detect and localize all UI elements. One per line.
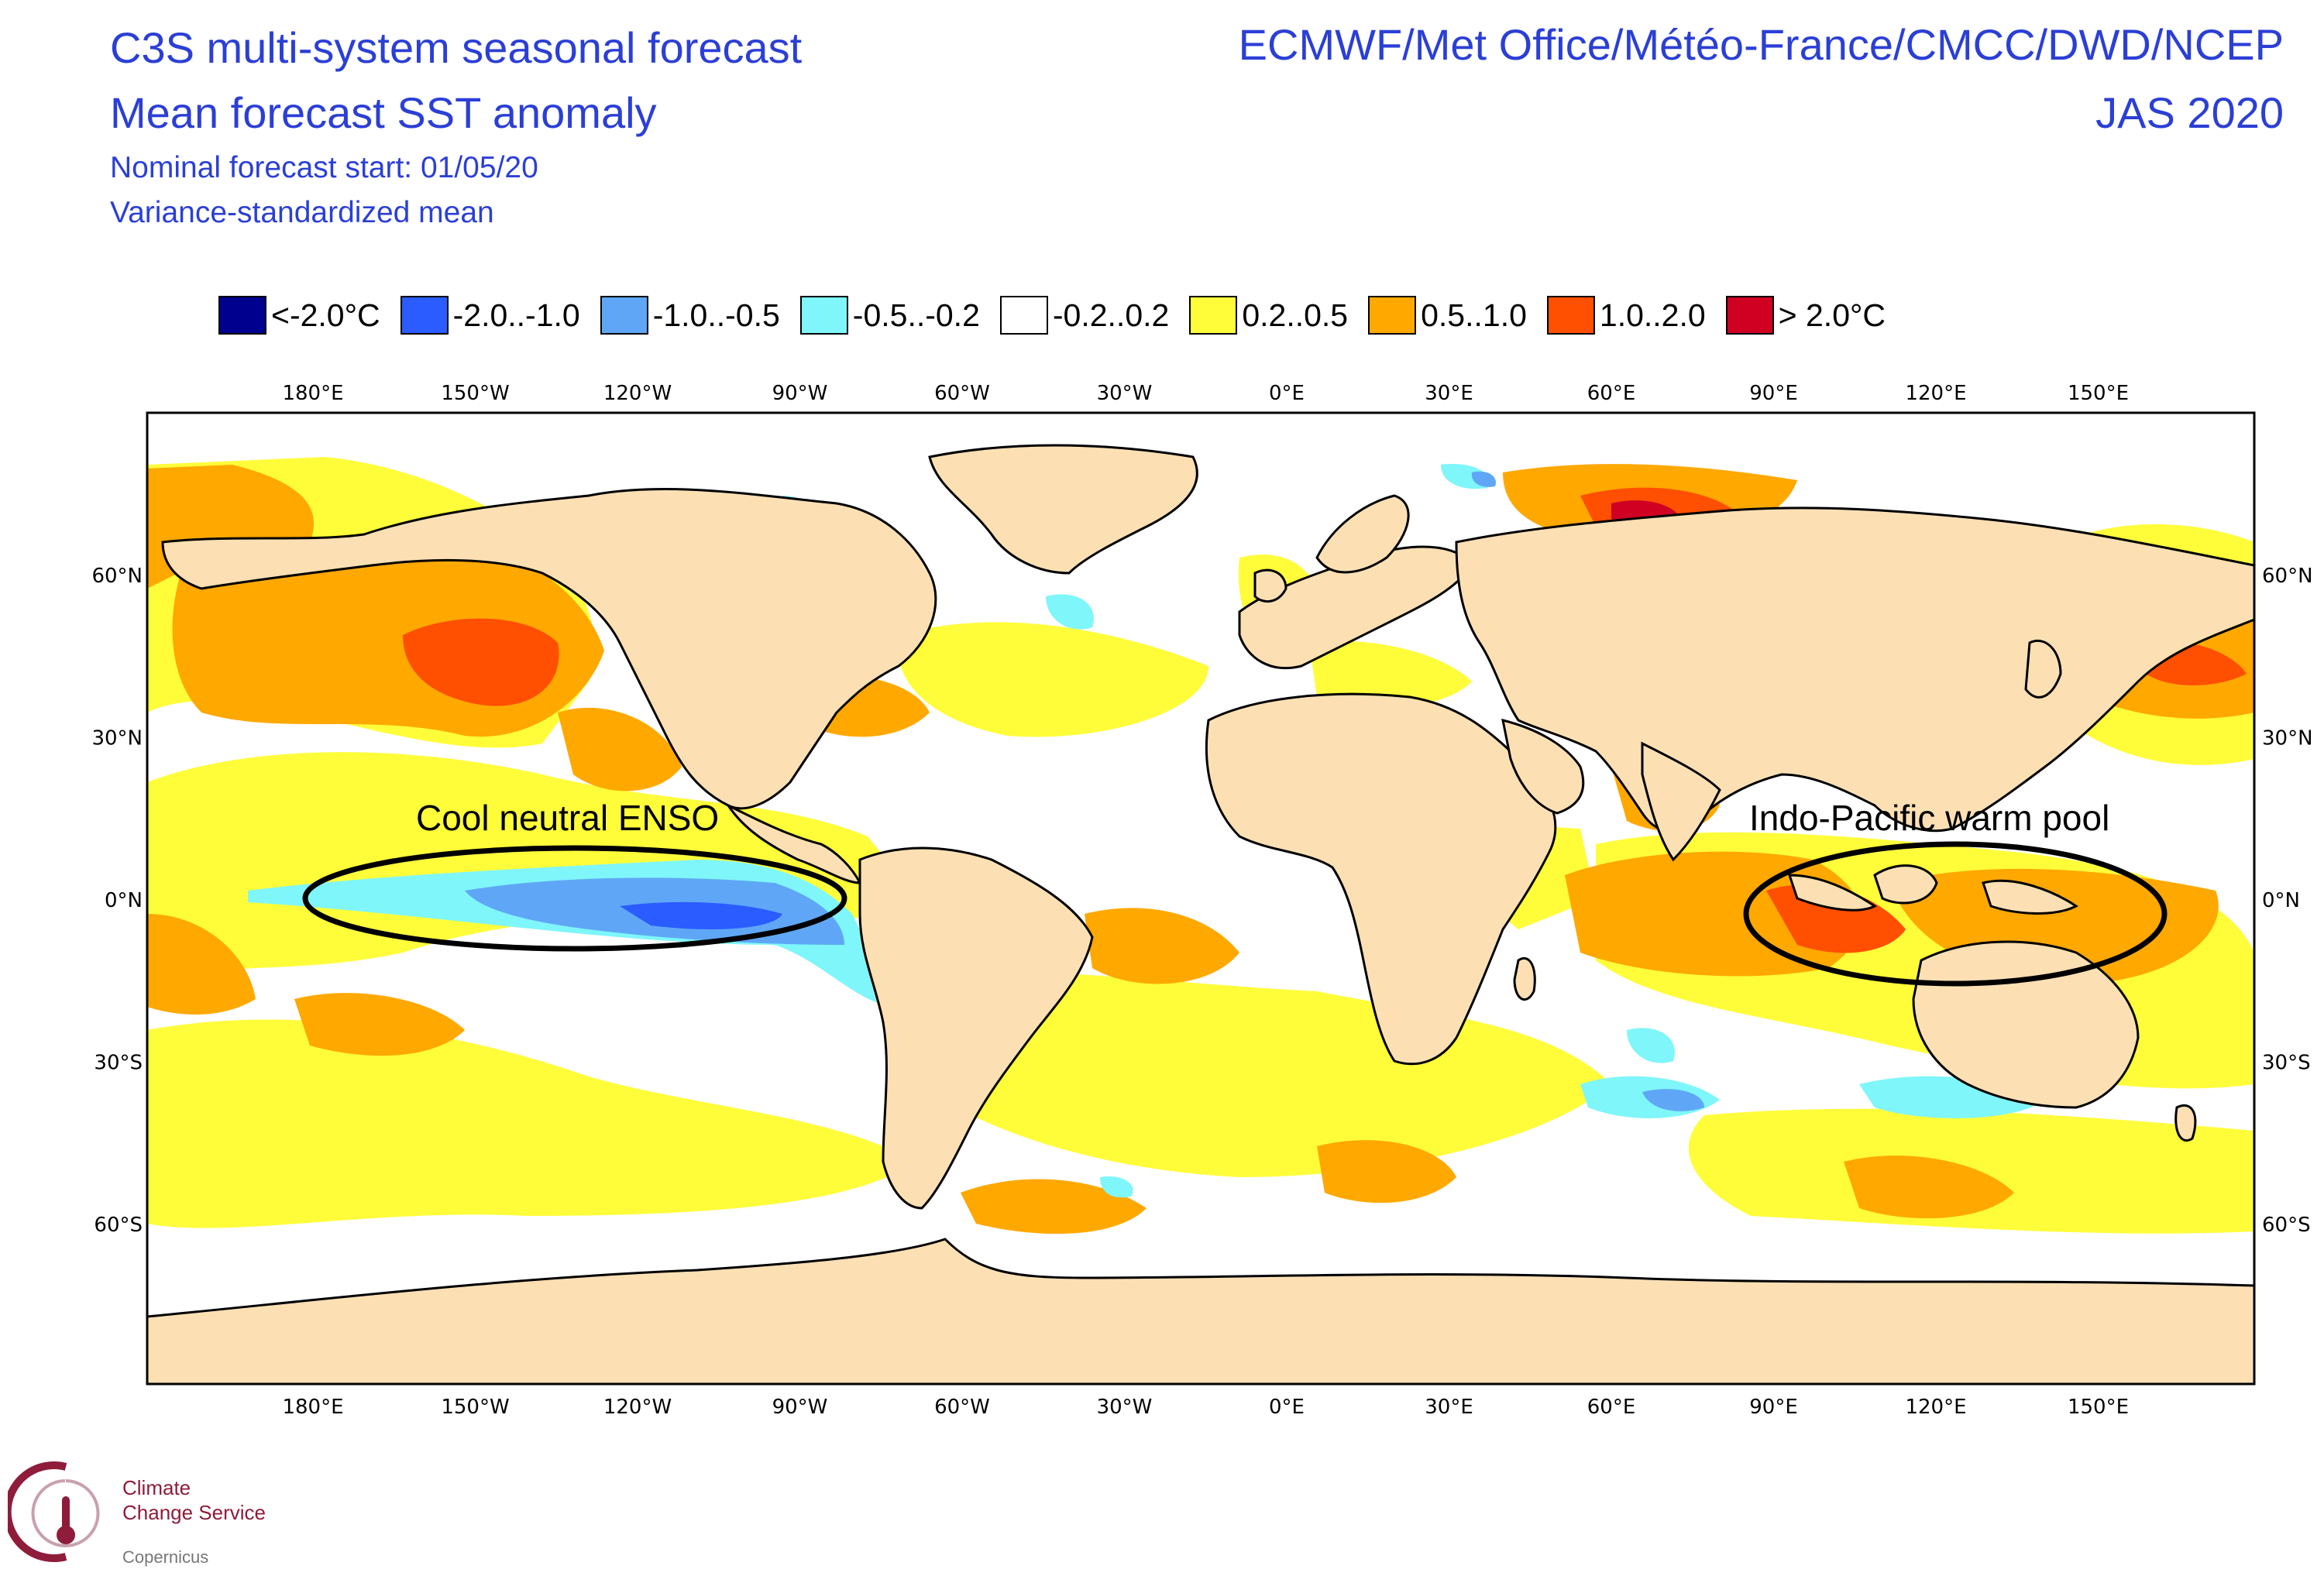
land-masses [147,444,2254,1384]
legend-item: > 2.0°C [1725,296,1886,335]
legend-label: -2.0..-1.0 [452,297,580,333]
lon-tick-label: 120°E [1905,1396,1966,1419]
lat-tick-label: 0°N [2262,889,2300,912]
legend-item: -0.5..-0.2 [799,296,980,335]
lon-tick-label: 90°E [1749,1396,1798,1419]
lat-tick-label: 30°S [2262,1052,2311,1075]
centres-label: ECMWF/Met Office/Météo-France/CMCC/DWD/N… [1238,20,2284,69]
lon-tick-label: 60°E [1587,1396,1636,1419]
method-note: Variance-standardized mean [110,196,494,229]
forecast-start: Nominal forecast start: 01/05/20 [110,151,538,184]
lon-tick-label: 180°E [282,382,343,405]
title-block: C3S multi-system seasonal forecast Mean … [110,15,802,235]
map-frame-content [147,413,2254,1384]
lat-tick-label: 30°N [2262,727,2313,750]
enso-ellipse [302,845,847,952]
map-frame [146,411,2256,1386]
lon-tick-label: 120°W [603,382,672,405]
legend-item: 0.2..0.5 [1189,296,1348,335]
lon-tick-label: 120°W [603,1396,672,1419]
lon-tick-label: 90°W [772,382,828,405]
legend-label: <-2.0°C [271,297,380,333]
right-title-block: ECMWF/Met Office/Météo-France/CMCC/DWD/N… [1239,11,2284,147]
copernicus-logo: Climate Change Service Copernicus [8,1461,266,1567]
legend-swatch [1189,296,1238,335]
logo-line2: Change Service [122,1501,266,1524]
legend-item: -0.2..0.2 [999,296,1170,335]
lon-tick-label: 60°W [934,1396,990,1419]
lat-tick-label: 60°N [2262,565,2313,588]
lon-tick-label: 150°E [2068,382,2129,405]
legend-label: 0.5..1.0 [1421,297,1527,333]
logo-line1: Climate [122,1476,191,1499]
lat-labels-right: 60°N 30°N 0°N 30°S 60°S [2262,565,2313,1237]
warm-pool-annotation: Indo-Pacific warm pool [1749,798,2109,838]
lon-tick-label: 0°E [1269,382,1305,405]
lon-tick-label: 180°E [282,1396,343,1419]
legend-label: > 2.0°C [1778,297,1886,333]
lon-labels-bottom: 180°E 150°W 120°W 90°W 60°W 30°W 0°E 30°E 60°E 90… [282,1396,2129,1419]
legend-swatch [218,296,266,335]
legend-item: 0.5..1.0 [1368,296,1527,335]
lon-tick-label: 120°E [1905,382,1966,405]
lat-labels-left: 60°N 30°N 0°N 30°S 60°S [91,565,143,1237]
legend-label: 1.0..2.0 [1599,297,1706,333]
warm-pool-ellipse [1743,841,2168,987]
lon-tick-label: 60°E [1587,382,1636,405]
legend-label: -1.0..-0.5 [652,297,780,333]
lon-tick-label: 150°W [441,1396,509,1419]
lon-labels-top: 180°E 150°W 120°W 90°W 60°W 30°W 0°E 30°E 60°E 90… [282,382,2129,405]
climate-logo-icon [8,1461,100,1562]
lat-tick-label: 60°S [2262,1214,2311,1237]
legend: <-2.0°C -2.0..-1.0 -1.0..-0.5 -0.5..-0.2 -0.… [218,293,1906,338]
lat-tick-label: 30°S [94,1052,143,1075]
lon-tick-label: 30°W [1097,382,1153,405]
lon-tick-label: 60°W [934,382,990,405]
lon-tick-label: 90°E [1749,382,1798,405]
lon-tick-label: 30°E [1425,382,1473,405]
lon-tick-label: 0°E [1269,1396,1305,1419]
lon-tick-label: 30°E [1425,1396,1473,1419]
enso-annotation: Cool neutral ENSO [416,798,719,838]
legend-swatch [1725,296,1774,335]
lon-tick-label: 30°W [1097,1396,1153,1419]
lon-tick-label: 150°E [2068,1396,2129,1419]
logo-line3: Copernicus [122,1547,208,1567]
legend-item: 1.0..2.0 [1546,296,1706,335]
legend-item: -1.0..-0.5 [600,296,780,335]
legend-item: -2.0..-1.0 [400,296,580,335]
legend-swatch [799,296,848,335]
legend-swatch [600,296,648,335]
lon-tick-label: 150°W [441,382,509,405]
legend-swatch [1546,296,1595,335]
chart-title: C3S multi-system seasonal forecast [110,23,803,72]
chart-subtitle: Mean forecast SST anomaly [110,88,657,137]
legend-label: -0.5..-0.2 [852,297,980,333]
legend-swatch [1368,296,1417,335]
lat-tick-label: 0°N [105,889,143,912]
lat-tick-label: 60°S [94,1214,143,1237]
lat-tick-label: 30°N [91,727,143,750]
legend-label: -0.2..0.2 [1052,297,1170,333]
legend-label: 0.2..0.5 [1242,297,1349,333]
period-label: JAS 2020 [2095,88,2284,137]
lat-tick-label: 60°N [91,565,143,588]
lon-tick-label: 90°W [772,1396,828,1419]
legend-swatch [999,296,1048,335]
legend-item: <-2.0°C [218,296,380,335]
legend-swatch [400,296,449,335]
